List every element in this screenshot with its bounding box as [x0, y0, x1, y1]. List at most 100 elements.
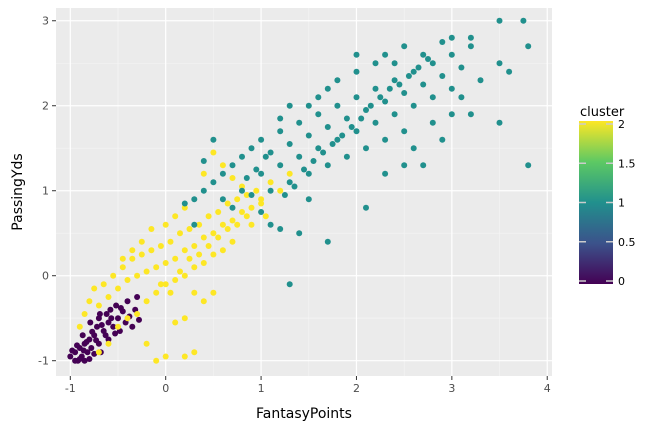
- data-point-cluster-2: [219, 221, 226, 228]
- data-point-cluster-2: [239, 209, 245, 215]
- data-point-cluster-2: [210, 251, 217, 258]
- data-point-cluster-2: [148, 226, 155, 232]
- data-point-cluster-2: [81, 311, 88, 317]
- data-point-cluster-0: [134, 294, 141, 300]
- data-point-cluster-2: [110, 272, 117, 279]
- data-point-cluster-1: [353, 51, 360, 58]
- data-point-cluster-2: [200, 234, 207, 241]
- data-point-cluster-2: [186, 255, 193, 262]
- data-point-cluster-2: [124, 277, 131, 283]
- data-point-cluster-2: [215, 234, 222, 241]
- legend-tick-label: 0.5: [618, 236, 636, 249]
- data-point-cluster-0: [112, 330, 119, 337]
- data-point-cluster-1: [439, 73, 446, 79]
- data-point-cluster-2: [143, 268, 150, 275]
- data-point-cluster-1: [315, 145, 322, 152]
- data-point-cluster-2: [76, 323, 83, 330]
- data-point-cluster-1: [181, 200, 188, 207]
- data-point-cluster-2: [119, 264, 126, 271]
- data-point-cluster-2: [196, 221, 203, 228]
- legend-tick-label: 0: [618, 275, 625, 288]
- data-point-cluster-1: [267, 221, 274, 228]
- data-point-cluster-1: [239, 187, 245, 194]
- data-point-cluster-1: [329, 141, 336, 147]
- data-point-cluster-2: [172, 213, 179, 220]
- x-tick-label: -1: [65, 382, 76, 395]
- data-point-cluster-2: [191, 289, 198, 296]
- data-point-cluster-1: [301, 166, 307, 173]
- data-point-cluster-1: [191, 196, 198, 203]
- data-point-cluster-0: [79, 332, 86, 339]
- data-point-cluster-2: [248, 221, 255, 228]
- data-point-cluster-1: [415, 64, 422, 71]
- data-point-cluster-2: [229, 238, 236, 245]
- data-point-cluster-1: [429, 60, 436, 67]
- legend-tick-label: 1.5: [618, 157, 636, 170]
- data-point-cluster-1: [425, 56, 431, 62]
- data-point-cluster-1: [363, 145, 369, 152]
- data-point-cluster-1: [386, 85, 393, 92]
- data-point-cluster-1: [324, 162, 331, 169]
- data-point-cluster-2: [148, 247, 155, 254]
- data-point-cluster-1: [248, 145, 255, 152]
- data-point-cluster-2: [224, 226, 231, 232]
- data-point-cluster-2: [215, 209, 222, 215]
- data-point-cluster-2: [267, 179, 274, 186]
- data-point-cluster-0: [98, 322, 105, 328]
- data-point-cluster-1: [253, 166, 260, 173]
- data-point-cluster-2: [224, 200, 231, 207]
- legend-tick-label: 2: [618, 118, 625, 131]
- data-point-cluster-1: [229, 162, 236, 169]
- data-point-cluster-1: [429, 94, 436, 101]
- data-point-cluster-2: [172, 255, 179, 262]
- data-point-cluster-2: [138, 251, 145, 258]
- x-axis-ticks: -1 0 1 2 3 4: [65, 376, 551, 395]
- data-point-cluster-1: [520, 17, 527, 24]
- data-point-cluster-2: [124, 315, 131, 322]
- data-point-cluster-2: [191, 349, 198, 356]
- data-point-cluster-1: [401, 162, 408, 169]
- data-point-cluster-1: [324, 85, 331, 92]
- data-point-cluster-1: [334, 77, 341, 84]
- data-point-cluster-2: [181, 315, 188, 322]
- data-point-cluster-1: [277, 128, 284, 135]
- data-point-cluster-2: [153, 357, 160, 364]
- data-point-cluster-1: [277, 226, 284, 232]
- data-point-cluster-2: [105, 340, 112, 347]
- data-point-cluster-2: [86, 298, 93, 305]
- data-point-cluster-2: [119, 255, 126, 262]
- data-point-cluster-1: [324, 238, 331, 245]
- data-point-cluster-0: [103, 311, 110, 317]
- data-point-cluster-1: [401, 43, 408, 50]
- data-point-cluster-1: [281, 192, 288, 198]
- data-point-cluster-1: [305, 102, 312, 109]
- data-point-cluster-2: [129, 255, 136, 262]
- x-tick-label: 0: [162, 382, 169, 395]
- data-point-cluster-1: [305, 196, 312, 203]
- data-point-cluster-1: [353, 94, 360, 101]
- data-point-cluster-1: [420, 81, 427, 88]
- data-point-cluster-1: [377, 94, 384, 101]
- y-tick-label: 0: [42, 270, 49, 283]
- data-point-cluster-1: [296, 230, 303, 237]
- data-point-cluster-1: [291, 183, 298, 190]
- data-point-cluster-0: [87, 319, 94, 326]
- data-point-cluster-2: [234, 196, 241, 203]
- data-point-cluster-1: [410, 68, 417, 75]
- data-point-cluster-1: [267, 187, 274, 194]
- data-point-cluster-2: [239, 183, 245, 190]
- data-point-cluster-0: [81, 357, 88, 364]
- data-point-cluster-2: [167, 289, 174, 296]
- data-point-cluster-2: [219, 162, 226, 169]
- data-point-cluster-1: [410, 145, 417, 152]
- data-point-cluster-2: [172, 277, 179, 283]
- data-point-cluster-2: [205, 243, 212, 249]
- data-point-cluster-2: [138, 238, 145, 245]
- data-point-cluster-2: [200, 170, 207, 177]
- data-point-cluster-1: [525, 162, 532, 169]
- data-point-cluster-2: [210, 230, 217, 237]
- data-point-cluster-1: [305, 132, 312, 139]
- data-point-cluster-0: [89, 328, 96, 335]
- legend-ticks: 0 0.5 1 1.5 2: [579, 118, 636, 288]
